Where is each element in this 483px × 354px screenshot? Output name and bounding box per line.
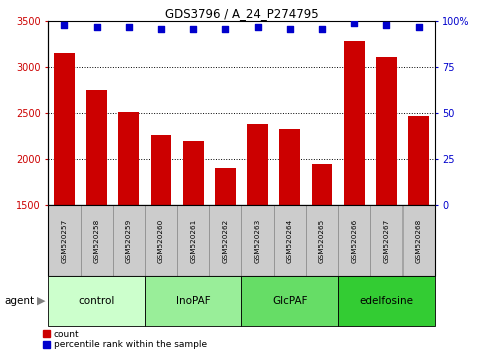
- Title: GDS3796 / A_24_P274795: GDS3796 / A_24_P274795: [165, 7, 318, 20]
- Point: [60, 22, 68, 28]
- Bar: [145, 276, 242, 326]
- Point: [318, 26, 326, 32]
- Text: GSM520263: GSM520263: [255, 218, 261, 263]
- Bar: [376, 57, 397, 205]
- Bar: [183, 141, 204, 205]
- Bar: [48, 276, 145, 326]
- Bar: [151, 135, 171, 205]
- Text: agent: agent: [5, 296, 35, 306]
- Bar: [86, 90, 107, 205]
- Point: [415, 24, 423, 30]
- Bar: [338, 276, 435, 326]
- Text: GSM520261: GSM520261: [190, 218, 196, 263]
- Bar: [370, 205, 402, 276]
- Bar: [306, 205, 338, 276]
- Point: [125, 24, 133, 30]
- Point: [189, 26, 197, 32]
- Text: GSM520260: GSM520260: [158, 218, 164, 263]
- Bar: [274, 205, 306, 276]
- Point: [222, 26, 229, 32]
- Text: GSM520257: GSM520257: [61, 218, 68, 263]
- Bar: [145, 205, 177, 276]
- Bar: [215, 167, 236, 205]
- Text: ▶: ▶: [37, 296, 45, 306]
- Bar: [81, 205, 113, 276]
- Bar: [113, 205, 145, 276]
- Point: [157, 26, 165, 32]
- Bar: [242, 276, 338, 326]
- Bar: [338, 205, 370, 276]
- Bar: [209, 205, 242, 276]
- Bar: [402, 205, 435, 276]
- Bar: [48, 205, 81, 276]
- Bar: [177, 205, 209, 276]
- Text: GSM520262: GSM520262: [222, 218, 228, 263]
- Point: [93, 24, 100, 30]
- Legend: count, percentile rank within the sample: count, percentile rank within the sample: [43, 330, 207, 349]
- Text: GSM520265: GSM520265: [319, 218, 325, 263]
- Bar: [279, 129, 300, 205]
- Text: GlcPAF: GlcPAF: [272, 296, 308, 306]
- Text: edelfosine: edelfosine: [359, 296, 413, 306]
- Bar: [118, 112, 139, 205]
- Bar: [408, 116, 429, 205]
- Bar: [247, 124, 268, 205]
- Text: InoPAF: InoPAF: [176, 296, 211, 306]
- Text: GSM520268: GSM520268: [415, 218, 422, 263]
- Text: GSM520267: GSM520267: [384, 218, 389, 263]
- Text: GSM520259: GSM520259: [126, 218, 132, 263]
- Point: [254, 24, 261, 30]
- Text: control: control: [78, 296, 115, 306]
- Text: GSM520258: GSM520258: [94, 218, 99, 263]
- Text: GSM520264: GSM520264: [287, 218, 293, 263]
- Text: GSM520266: GSM520266: [351, 218, 357, 263]
- Bar: [344, 41, 365, 205]
- Bar: [312, 164, 332, 205]
- Bar: [242, 205, 274, 276]
- Point: [286, 26, 294, 32]
- Bar: [54, 52, 75, 205]
- Point: [350, 20, 358, 26]
- Point: [383, 22, 390, 28]
